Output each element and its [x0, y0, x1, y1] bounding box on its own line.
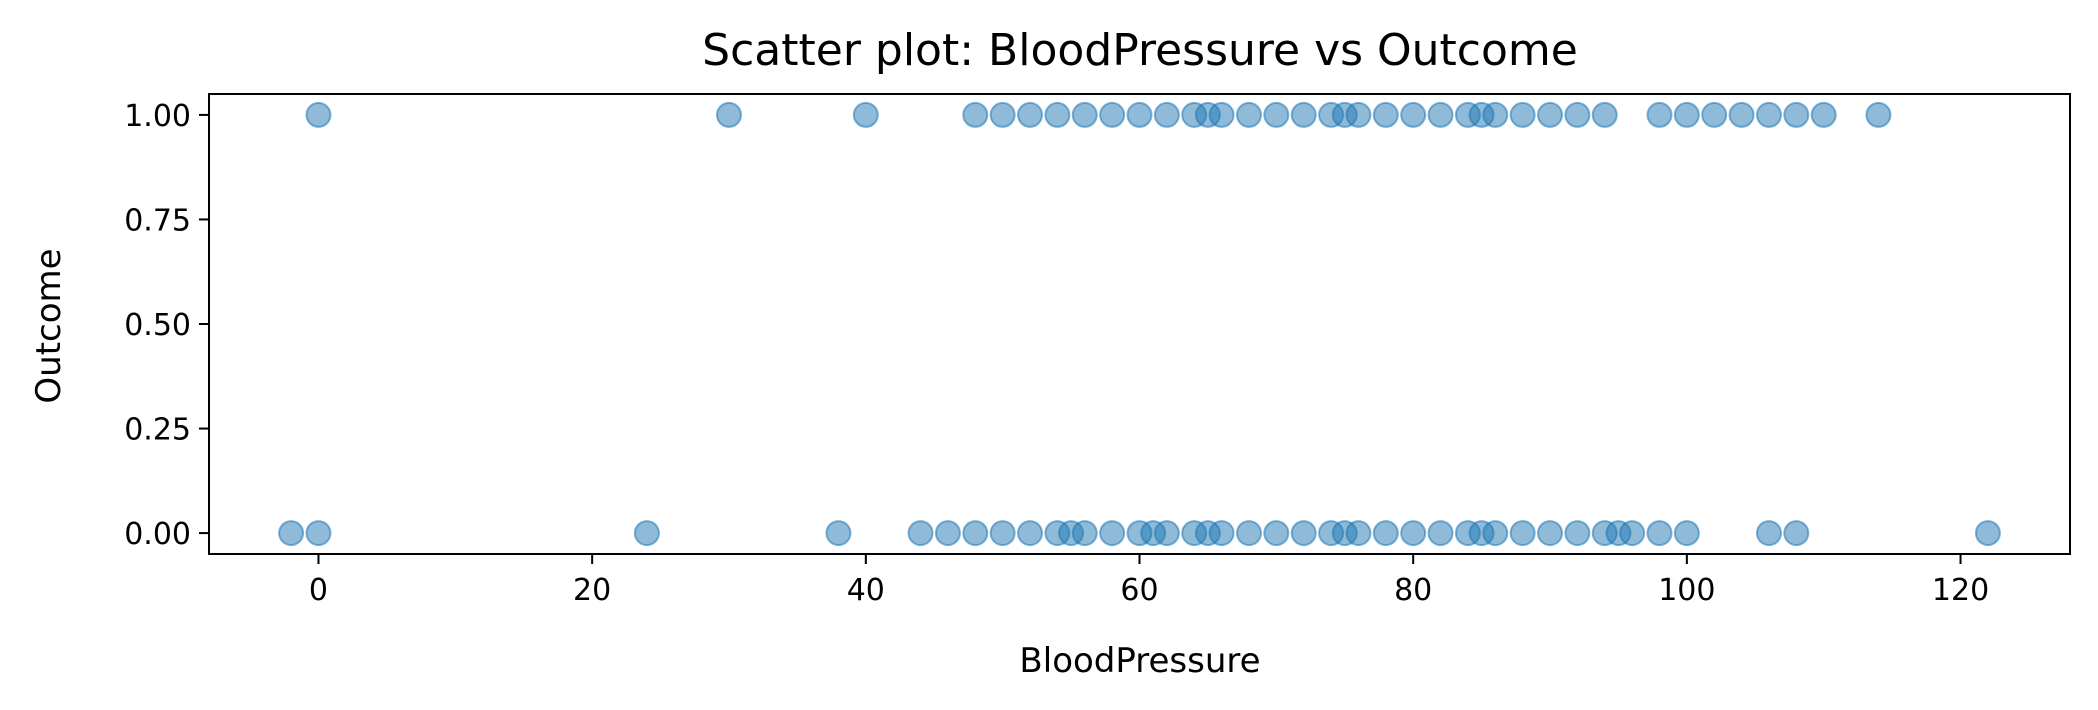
data-point	[1974, 520, 2001, 547]
data-point	[278, 520, 305, 547]
y-tick-label: 0.75	[124, 203, 191, 238]
data-point	[1017, 101, 1044, 128]
x-tick-label: 40	[847, 573, 885, 608]
data-point	[1783, 101, 1810, 128]
data-point	[1865, 101, 1892, 128]
data-point	[1235, 101, 1262, 128]
data-point	[1290, 520, 1317, 547]
data-point	[1017, 520, 1044, 547]
data-point	[1153, 520, 1180, 547]
plot-frame	[208, 93, 2071, 555]
data-point	[1126, 101, 1153, 128]
data-point	[1071, 101, 1098, 128]
data-point	[1728, 101, 1755, 128]
data-point	[1263, 520, 1290, 547]
x-tick-label: 120	[1932, 573, 1989, 608]
data-point	[1263, 101, 1290, 128]
data-point	[1208, 101, 1235, 128]
data-point	[1701, 101, 1728, 128]
x-tick-label: 0	[309, 573, 328, 608]
data-point	[989, 520, 1016, 547]
data-point	[1783, 520, 1810, 547]
data-point	[1071, 520, 1098, 547]
data-point	[1400, 520, 1427, 547]
y-tick-label: 0.50	[124, 308, 191, 343]
data-points	[278, 101, 2001, 547]
data-point	[1810, 101, 1837, 128]
data-point	[989, 101, 1016, 128]
y-axis: 0.00 0.25 0.50 0.75 1.00	[124, 99, 209, 552]
data-point	[1044, 101, 1071, 128]
data-point	[715, 101, 742, 128]
data-point	[1755, 520, 1782, 547]
data-point	[1646, 101, 1673, 128]
data-point	[1564, 101, 1591, 128]
data-point	[1537, 101, 1564, 128]
data-point	[1482, 520, 1509, 547]
data-point	[1099, 520, 1126, 547]
y-tick-label: 1.00	[124, 99, 191, 134]
data-point	[1345, 520, 1372, 547]
data-point	[1427, 101, 1454, 128]
data-point	[1673, 520, 1700, 547]
data-point	[1755, 101, 1782, 128]
data-point	[1537, 520, 1564, 547]
y-tick-label: 0.25	[124, 413, 191, 448]
data-point	[1099, 101, 1126, 128]
data-point	[962, 520, 989, 547]
data-point	[962, 101, 989, 128]
data-point	[1509, 520, 1536, 547]
y-axis-label: Outcome	[29, 248, 69, 403]
data-point	[1400, 101, 1427, 128]
data-point	[1208, 520, 1235, 547]
data-point	[633, 520, 660, 547]
x-tick-label: 80	[1394, 573, 1432, 608]
data-point	[1619, 520, 1646, 547]
data-point	[1482, 101, 1509, 128]
data-point	[907, 520, 934, 547]
data-point	[305, 520, 332, 547]
data-point	[1564, 520, 1591, 547]
data-point	[852, 101, 879, 128]
data-point	[934, 520, 961, 547]
chart-title: Scatter plot: BloodPressure vs Outcome	[702, 25, 1578, 76]
x-axis: 0 20 40 60 80 100 120	[309, 554, 1989, 608]
data-point	[1427, 520, 1454, 547]
data-point	[1646, 520, 1673, 547]
data-point	[1372, 520, 1399, 547]
y-tick-label: 0.00	[124, 517, 191, 552]
data-point	[1345, 101, 1372, 128]
data-point	[1153, 101, 1180, 128]
data-point	[1591, 101, 1618, 128]
data-point	[1673, 101, 1700, 128]
data-point	[1235, 520, 1262, 547]
x-tick-label: 100	[1658, 573, 1715, 608]
data-point	[825, 520, 852, 547]
data-point	[1509, 101, 1536, 128]
data-point	[305, 101, 332, 128]
data-point	[1290, 101, 1317, 128]
x-tick-label: 60	[1120, 573, 1158, 608]
x-tick-label: 20	[573, 573, 611, 608]
x-axis-label: BloodPressure	[1019, 641, 1260, 681]
data-point	[1372, 101, 1399, 128]
